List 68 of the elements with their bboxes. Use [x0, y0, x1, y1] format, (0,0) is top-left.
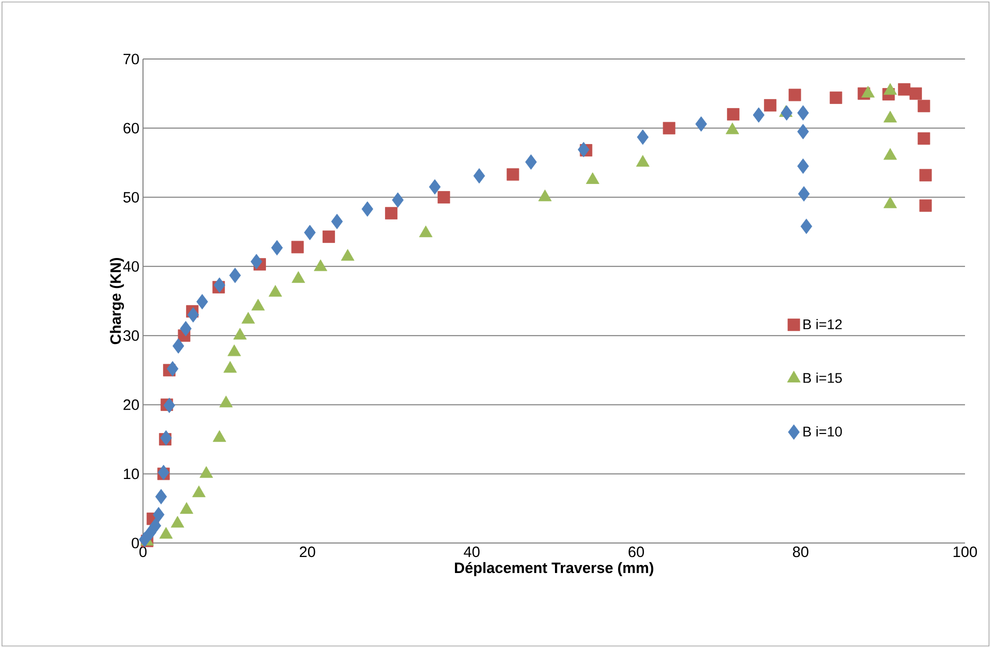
point [918, 100, 930, 112]
point [196, 294, 208, 310]
point [250, 254, 262, 270]
y-tick-label: 50 [123, 192, 139, 203]
point [229, 268, 241, 284]
point [214, 277, 226, 293]
point [271, 240, 283, 256]
point [909, 87, 922, 100]
point [636, 129, 649, 145]
y-tick-label: 20 [124, 399, 139, 410]
point [662, 122, 676, 134]
point [797, 105, 809, 121]
point [155, 488, 167, 504]
point [150, 518, 162, 534]
legend-label: B i=10 [803, 426, 842, 437]
point [525, 154, 537, 170]
point [291, 240, 304, 254]
point [727, 108, 740, 121]
y-axis-title: Charge (KN) [110, 258, 124, 344]
point [797, 158, 809, 174]
point [166, 361, 178, 376]
point [919, 168, 932, 182]
y-tick-label: 10 [124, 468, 139, 480]
point [385, 206, 398, 220]
point [506, 168, 520, 181]
legend-label: B i=12 [803, 319, 842, 330]
point [788, 88, 802, 102]
y-tick-label: 0 [132, 538, 139, 548]
point [158, 464, 170, 480]
point [780, 105, 792, 121]
point [331, 214, 343, 230]
point [898, 83, 910, 96]
point [797, 124, 809, 140]
point [752, 107, 765, 123]
point [428, 179, 441, 195]
y-tick-label: 40 [123, 261, 139, 272]
point [187, 307, 199, 323]
x-tick-label: 100 [954, 546, 977, 558]
point [438, 191, 450, 204]
x-tick-label: 0 [139, 546, 147, 558]
point [322, 230, 335, 243]
point [800, 218, 812, 234]
y-tick-label: 70 [124, 54, 139, 64]
point [172, 338, 184, 354]
point [163, 398, 176, 414]
x-tick-label: 80 [792, 546, 808, 558]
point [392, 192, 404, 208]
point [918, 132, 930, 145]
x-tick-label: 20 [300, 546, 316, 558]
y-tick-label: 60 [124, 122, 139, 134]
legend-label: B i=15 [803, 372, 842, 383]
x-tick-label: 40 [464, 546, 480, 558]
point [180, 320, 192, 336]
point [160, 430, 172, 446]
point [138, 532, 150, 548]
y-tick-label: 30 [123, 330, 139, 341]
point [919, 199, 932, 212]
point [578, 142, 590, 158]
point [362, 201, 374, 217]
point [152, 506, 164, 522]
x-axis-title: Déplacement Traverse (mm) [454, 562, 654, 576]
point [798, 186, 810, 202]
point [830, 92, 842, 104]
point [695, 116, 707, 132]
point [764, 99, 776, 112]
point [304, 224, 316, 240]
x-tick-label: 60 [628, 546, 644, 558]
point [473, 168, 486, 184]
